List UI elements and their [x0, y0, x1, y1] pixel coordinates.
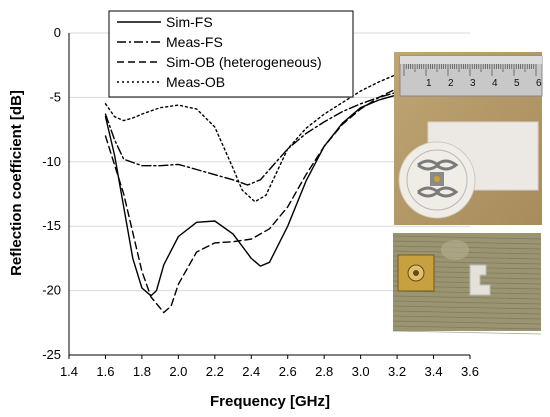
legend-label: Sim-OB (heterogeneous): [166, 54, 322, 70]
mesh-line: [392, 305, 542, 310]
y-tick-label: -5: [49, 89, 61, 104]
series-line-meas-ob: [104, 73, 398, 203]
x-tick-label: 3.4: [425, 364, 443, 379]
ruler-number: 6: [536, 78, 542, 89]
antenna-photo-top: 1 2 3 4 5 6: [394, 52, 543, 225]
mesh-line: [392, 310, 542, 315]
mesh-line: [392, 295, 542, 300]
x-tick-label: 1.8: [133, 364, 151, 379]
mesh-line: [392, 235, 542, 240]
mesh-line: [392, 240, 542, 245]
x-tick-label: 2.4: [242, 364, 260, 379]
x-axis-title: Frequency [GHz]: [210, 393, 330, 410]
ruler-number: 5: [514, 78, 520, 89]
ruler-numbers: 1 2 3 4 5 6: [426, 78, 542, 89]
y-tick-label: -15: [42, 218, 61, 233]
mesh-line: [392, 300, 542, 305]
x-tick-label: 3.0: [352, 364, 370, 379]
y-tick-label: -25: [42, 347, 61, 362]
mesh-line: [392, 325, 542, 330]
ruler-number: 1: [426, 78, 432, 89]
x-tick-label: 3.2: [388, 364, 406, 379]
ruler-ticks: [403, 64, 537, 76]
legend-label: Sim-FS: [166, 14, 213, 30]
legend-label: Meas-OB: [166, 74, 225, 90]
x-tick-label: 2.2: [206, 364, 224, 379]
series-line-sim-ob-heterogeneous: [104, 87, 398, 314]
x-tick-label: 1.6: [96, 364, 114, 379]
ruler-number: 4: [492, 78, 498, 89]
y-tick-label: -20: [42, 283, 61, 298]
antenna-photo-bottom: [392, 233, 542, 335]
x-tick-label: 2.8: [315, 364, 333, 379]
ruler-number: 3: [470, 78, 476, 89]
mesh-line: [392, 315, 542, 320]
mesh-line: [392, 330, 542, 335]
legend-label: Meas-FS: [166, 34, 223, 50]
ruler-image: 1 2 3 4 5 6: [399, 55, 543, 97]
x-tick-label: 1.4: [60, 364, 78, 379]
y-tick-label: 0: [54, 25, 61, 40]
legend: Sim-FS Meas-FS Sim-OB (heterogeneous) Meas-…: [108, 10, 354, 98]
x-tick-label: 2.6: [279, 364, 297, 379]
axes: [68, 33, 471, 359]
x-tick-labels: 1.4 1.6 1.8 2.0 2.2 2.4 2.6 2.8 3.0 3.2 3.4 3.6: [60, 364, 479, 379]
series-line-meas-fs: [104, 91, 398, 186]
series-line-sim-fs: [104, 94, 398, 297]
y-tick-label: -10: [42, 154, 61, 169]
y-tick-labels: 0 -5 -10 -15 -20 -25: [42, 25, 61, 362]
mesh-texture: [392, 235, 542, 335]
x-tick-label: 2.0: [169, 364, 187, 379]
mesh-line: [392, 320, 542, 325]
antenna-disc-image: [398, 141, 476, 219]
x-tick-label: 3.6: [461, 364, 479, 379]
series-lines: [104, 73, 398, 314]
ruler-number: 2: [448, 78, 454, 89]
y-axis-title: Reflection coefficient [dB]: [8, 90, 25, 276]
